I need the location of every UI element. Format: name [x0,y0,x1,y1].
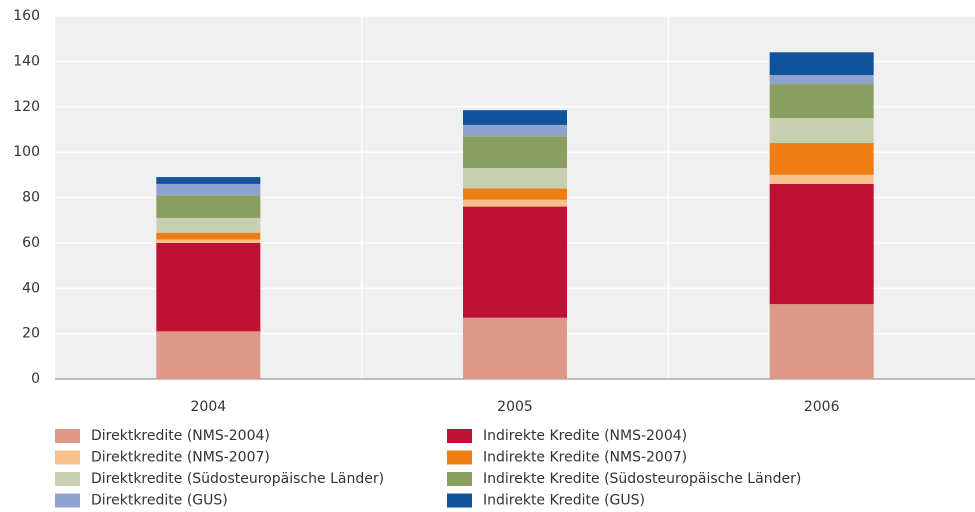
legend-swatch [55,450,80,465]
bar-segment [769,118,874,144]
legend-label: Indirekte Kredite (GUS) [483,493,645,509]
legend-label: Direktkredite (NMS-2004) [91,428,270,444]
y-tick-label: 20 [22,326,40,342]
bar-segment [463,168,567,189]
legend-swatch [55,472,80,486]
y-tick-label: 0 [31,371,40,387]
bar-segment [463,317,567,379]
y-tick-label: 40 [22,280,40,296]
bar-segment [156,239,261,243]
legend-label: Direktkredite (NMS-2007) [91,450,270,466]
bar-segment [156,217,261,233]
y-tick-label: 60 [22,235,40,251]
y-tick-label: 120 [13,99,40,115]
legend-label: Indirekte Kredite (NMS-2007) [483,450,687,466]
bar-segment [769,304,874,379]
bar-segment [769,174,874,184]
legend-swatch [447,493,472,508]
legend-swatch [447,429,472,443]
legend-swatch [447,450,472,465]
legend-label: Indirekte Kredite (NMS-2004) [483,428,687,444]
bar-segment [769,52,874,75]
bar-segment [463,136,567,169]
legend-swatch [55,429,80,443]
bar-segment [156,195,261,218]
y-tick-label: 80 [22,190,40,206]
bar-segment [156,177,261,184]
bar-segment [156,331,261,379]
bar-segment [769,74,874,85]
bar-segment [769,183,874,305]
bar-segment [463,199,567,207]
legend-label: Direktkredite (GUS) [91,493,228,509]
bar-segment [769,143,874,175]
bar-segment [156,232,261,240]
y-tick-label: 100 [13,144,40,160]
x-tick-label: 2004 [191,399,227,415]
bar-segment [769,84,874,119]
bar-segment [463,110,567,125]
x-tick-label: 2006 [804,399,840,415]
legend-label: Direktkredite (Südosteuropäische Länder) [91,471,384,487]
bar-segment [463,206,567,318]
legend-swatch [447,472,472,486]
y-tick-label: 160 [13,8,40,24]
y-tick-label: 140 [13,53,40,69]
legend-swatch [55,493,80,508]
bar-segment [156,183,261,196]
bar-segment [463,124,567,137]
x-tick-label: 2005 [497,399,533,415]
legend-label: Indirekte Kredite (Südosteuropäische Län… [483,471,801,487]
bar-segment [463,188,567,200]
bar-segment [156,242,261,332]
